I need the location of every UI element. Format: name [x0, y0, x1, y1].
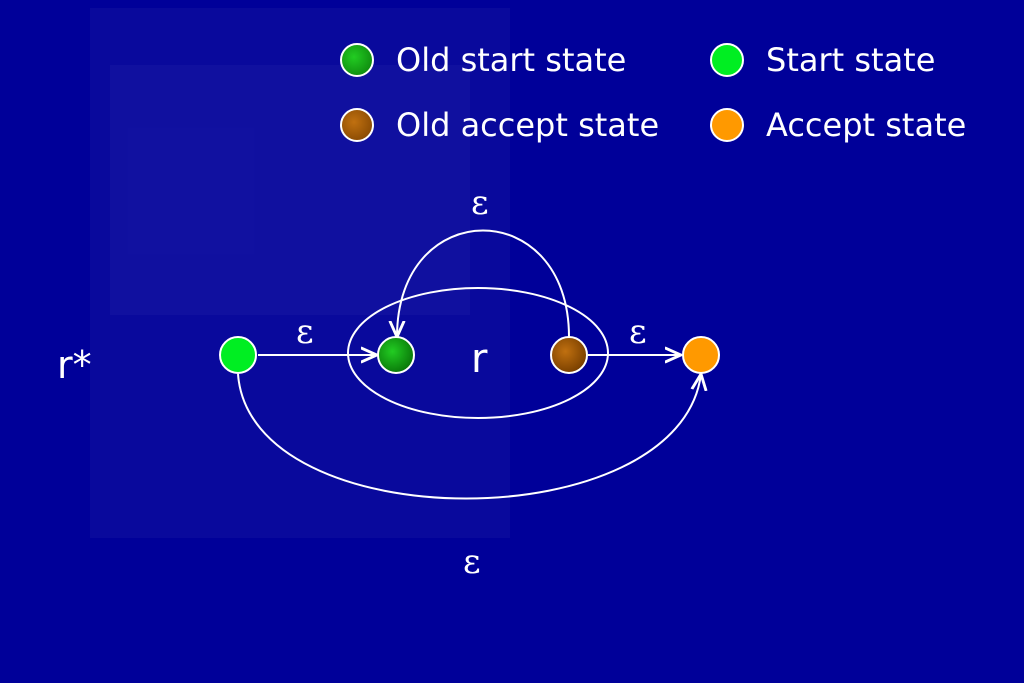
legend-old-accept: Old accept state	[340, 103, 659, 147]
epsilon-label-loop: ε	[471, 183, 489, 223]
sub-automaton-ellipse	[347, 287, 609, 419]
old-accept-state-icon	[340, 108, 374, 142]
legend-start: Start state	[710, 38, 935, 82]
edge-loop-back	[397, 229, 570, 338]
legend-accept-label: Accept state	[766, 106, 967, 144]
accept-state-icon	[710, 108, 744, 142]
epsilon-label-skip: ε	[463, 542, 481, 582]
legend-start-label: Start state	[766, 41, 936, 79]
accept-state	[682, 336, 720, 374]
inner-r-label: r	[471, 336, 488, 382]
legend-old-start-label: Old start state	[396, 41, 627, 79]
epsilon-label-exit: ε	[629, 312, 647, 352]
old-start-state	[377, 336, 415, 374]
legend-accept: Accept state	[710, 103, 966, 147]
epsilon-label-entry: ε	[296, 312, 314, 352]
old-accept-state	[550, 336, 588, 374]
edge-skip	[237, 374, 701, 500]
legend-old-accept-label: Old accept state	[396, 106, 660, 144]
old-start-state-icon	[340, 43, 374, 77]
expression-label: r*	[57, 343, 92, 387]
legend-old-start: Old start state	[340, 38, 626, 82]
start-state-icon	[710, 43, 744, 77]
start-state	[219, 336, 257, 374]
